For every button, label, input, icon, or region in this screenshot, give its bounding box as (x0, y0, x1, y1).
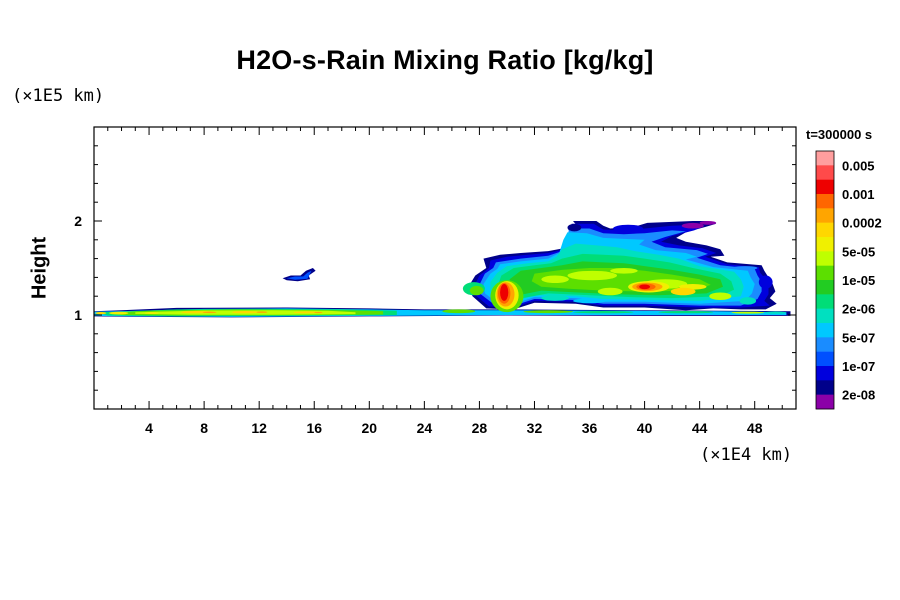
time-label: t=300000 s (806, 127, 873, 142)
plot-frame (93, 126, 797, 410)
field-cell (658, 311, 714, 314)
colorbar-swatch (816, 337, 834, 352)
x-tick-label: 28 (472, 420, 488, 436)
x-tick-label: 12 (251, 420, 267, 436)
core-cell (639, 284, 651, 290)
field-cell (709, 292, 732, 300)
colorbar-swatch (816, 294, 834, 309)
colorbar-label: 2e-08 (842, 388, 875, 403)
colorbar-swatch (816, 179, 834, 195)
colorbar-label: 0.005 (842, 158, 875, 173)
x-tick-label: 48 (747, 420, 763, 436)
colorbar-swatch (816, 237, 834, 252)
field-cell (731, 311, 765, 314)
field-cell (144, 312, 159, 315)
x-tick-label: 20 (362, 420, 378, 436)
colorbar-label: 0.0002 (842, 216, 882, 231)
x-scale-label: (×1E4 km) (700, 445, 793, 465)
colorbar-swatch (816, 308, 834, 324)
colorbar-label: 5e-07 (842, 330, 875, 345)
x-tick-label: 8 (200, 420, 208, 436)
x-tick-label: 44 (692, 420, 708, 436)
core-cell (500, 283, 509, 301)
mixing-ratio-field (94, 221, 791, 318)
field-cell (109, 311, 129, 315)
colorbar-swatch (816, 251, 834, 266)
field-cell (256, 311, 268, 313)
x-tick-label: 40 (637, 420, 653, 436)
colorbar-label: 5e-05 (842, 244, 875, 259)
field-cell (567, 270, 618, 281)
colorbar-swatch (816, 380, 834, 395)
field-contour (286, 270, 312, 280)
field-cell (699, 221, 717, 225)
colorbar: 0.005 0.001 0.0002 5e-05 1e-05 2e-06 5e-07 1e-0… (815, 150, 882, 410)
x-tick-label: 4 (145, 420, 153, 436)
x-tick-label: 24 (417, 420, 433, 436)
field-cell (469, 285, 484, 296)
colorbar-label: 0.001 (842, 187, 875, 202)
field-cell (293, 311, 322, 314)
y-tick-label: 2 (74, 213, 82, 229)
field-cell (231, 311, 260, 314)
field-cell (612, 224, 644, 233)
field-cell (202, 311, 217, 314)
field-cell (764, 311, 787, 314)
field-cell (523, 310, 574, 314)
colorbar-swatch (816, 323, 834, 338)
field-cell (758, 275, 773, 289)
field-cell (567, 223, 582, 232)
field-cell (573, 298, 607, 304)
field-cell (541, 295, 569, 301)
field-cell (442, 309, 476, 314)
colorbar-label: 1e-07 (842, 359, 875, 374)
colorbar-swatch (816, 165, 834, 180)
colorbar-swatch (816, 366, 834, 381)
colorbar-swatch (816, 151, 834, 166)
field-cell (670, 287, 696, 296)
colorbar-swatch (816, 222, 834, 238)
field-cell (732, 266, 758, 270)
colorbar-label: 1e-05 (842, 273, 875, 288)
field-cell (95, 311, 107, 315)
field-cell (597, 287, 623, 296)
colorbar-swatch (816, 394, 834, 410)
colorbar-swatch (816, 351, 834, 367)
chart-title: H2O-s-Rain Mixing Ratio [kg/kg] (236, 45, 654, 75)
field-cell (681, 222, 704, 229)
colorbar-swatch (816, 280, 834, 295)
x-tick-label: 32 (527, 420, 543, 436)
field-cell (541, 275, 569, 284)
colorbar-swatch (816, 208, 834, 223)
x-tick-label: 36 (582, 420, 598, 436)
field-cell (610, 268, 638, 274)
colorbar-swatch (816, 265, 834, 281)
field-cell (314, 311, 323, 314)
colorbar-label: 2e-06 (842, 302, 875, 317)
colorbar-frame (815, 150, 835, 410)
colorbar-swatch (816, 194, 834, 209)
field-cell (739, 297, 757, 305)
y-scale-label: (×1E5 km) (12, 86, 105, 106)
field-cell (573, 311, 634, 314)
x-tick-label: 16 (306, 420, 322, 436)
y-tick-label: 1 (74, 307, 82, 323)
